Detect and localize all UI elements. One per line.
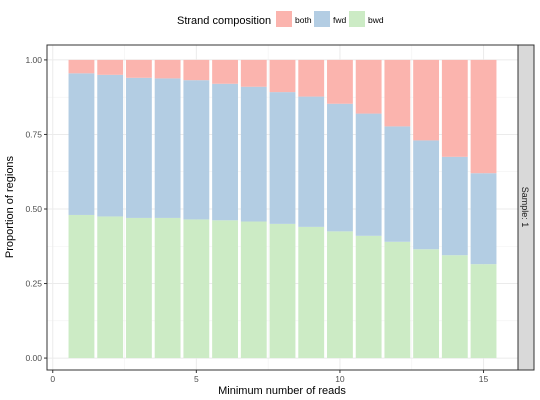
bar-both-12 — [384, 59, 411, 127]
bar-fwd-3 — [125, 77, 152, 218]
bar-fwd-4 — [154, 78, 181, 218]
bar-both-15 — [470, 59, 497, 174]
bar-fwd-11 — [355, 113, 382, 236]
bar-both-3 — [125, 59, 152, 78]
y-axis: 0.00 0.25 0.50 0.75 1.00 — [25, 55, 47, 363]
legend-label-both: both — [295, 15, 312, 25]
x-axis-title: Minimum number of reads — [218, 385, 346, 397]
x-tick-label: 0 — [50, 374, 55, 384]
bars — [68, 59, 497, 359]
legend-title: Strand composition — [177, 15, 271, 27]
y-axis-title: Proportion of regions — [4, 155, 16, 258]
bar-both-2 — [97, 59, 124, 75]
bar-bwd-3 — [125, 217, 152, 359]
bar-fwd-1 — [68, 73, 95, 215]
bar-both-13 — [413, 59, 440, 141]
bar-both-1 — [68, 59, 95, 74]
legend-item-both: both — [276, 11, 312, 27]
x-axis: 0 5 10 15 — [50, 370, 489, 384]
bar-bwd-5 — [183, 219, 210, 359]
legend-label-bwd: bwd — [368, 15, 384, 25]
y-tick-label: 0.75 — [25, 129, 42, 139]
facet-strip-background — [517, 44, 535, 371]
bar-fwd-5 — [183, 80, 210, 220]
y-tick-label: 0.25 — [25, 279, 42, 289]
legend-label-fwd: fwd — [333, 15, 347, 25]
bar-fwd-2 — [97, 74, 124, 217]
bar-fwd-14 — [441, 156, 468, 256]
legend: Strand composition both fwd bwd — [177, 11, 384, 27]
bar-fwd-7 — [240, 86, 267, 222]
y-tick-label: 0.00 — [25, 353, 42, 363]
bar-both-11 — [355, 59, 382, 114]
bar-bwd-9 — [298, 226, 325, 359]
bar-both-6 — [212, 59, 238, 84]
bar-bwd-1 — [68, 214, 95, 359]
bar-fwd-6 — [212, 83, 238, 221]
bar-both-9 — [298, 59, 325, 97]
bar-bwd-14 — [441, 255, 468, 359]
bar-fwd-13 — [413, 140, 440, 250]
legend-swatch-fwd — [314, 11, 330, 27]
facet-strip: Sample: 1 — [517, 44, 535, 371]
legend-item-fwd: fwd — [314, 11, 347, 27]
bar-fwd-12 — [384, 126, 411, 242]
bar-bwd-6 — [212, 220, 238, 359]
y-tick-label: 1.00 — [25, 55, 42, 65]
bar-bwd-2 — [97, 216, 124, 359]
bar-fwd-15 — [470, 173, 497, 265]
legend-swatch-both — [276, 11, 292, 27]
bar-bwd-12 — [384, 241, 411, 359]
bar-bwd-7 — [240, 221, 267, 359]
bar-both-14 — [441, 59, 468, 157]
bar-bwd-10 — [327, 231, 353, 359]
legend-item-bwd: bwd — [349, 11, 384, 27]
y-tick-label: 0.50 — [25, 204, 42, 214]
bar-both-4 — [154, 59, 181, 79]
x-tick-label: 15 — [479, 374, 489, 384]
x-tick-label: 5 — [194, 374, 199, 384]
bar-both-5 — [183, 59, 210, 81]
bar-both-7 — [240, 59, 267, 87]
legend-swatch-bwd — [349, 11, 365, 27]
bar-both-8 — [269, 59, 296, 93]
bar-bwd-15 — [470, 264, 497, 359]
bar-bwd-4 — [154, 217, 181, 359]
bar-fwd-10 — [327, 103, 353, 232]
facet-strip-label: Sample: 1 — [520, 187, 530, 228]
bar-bwd-11 — [355, 235, 382, 359]
bar-both-10 — [327, 59, 353, 104]
x-tick-label: 10 — [335, 374, 345, 384]
bar-fwd-8 — [269, 92, 296, 224]
bar-bwd-8 — [269, 223, 296, 359]
bar-fwd-9 — [298, 96, 325, 227]
bar-bwd-13 — [413, 249, 440, 359]
